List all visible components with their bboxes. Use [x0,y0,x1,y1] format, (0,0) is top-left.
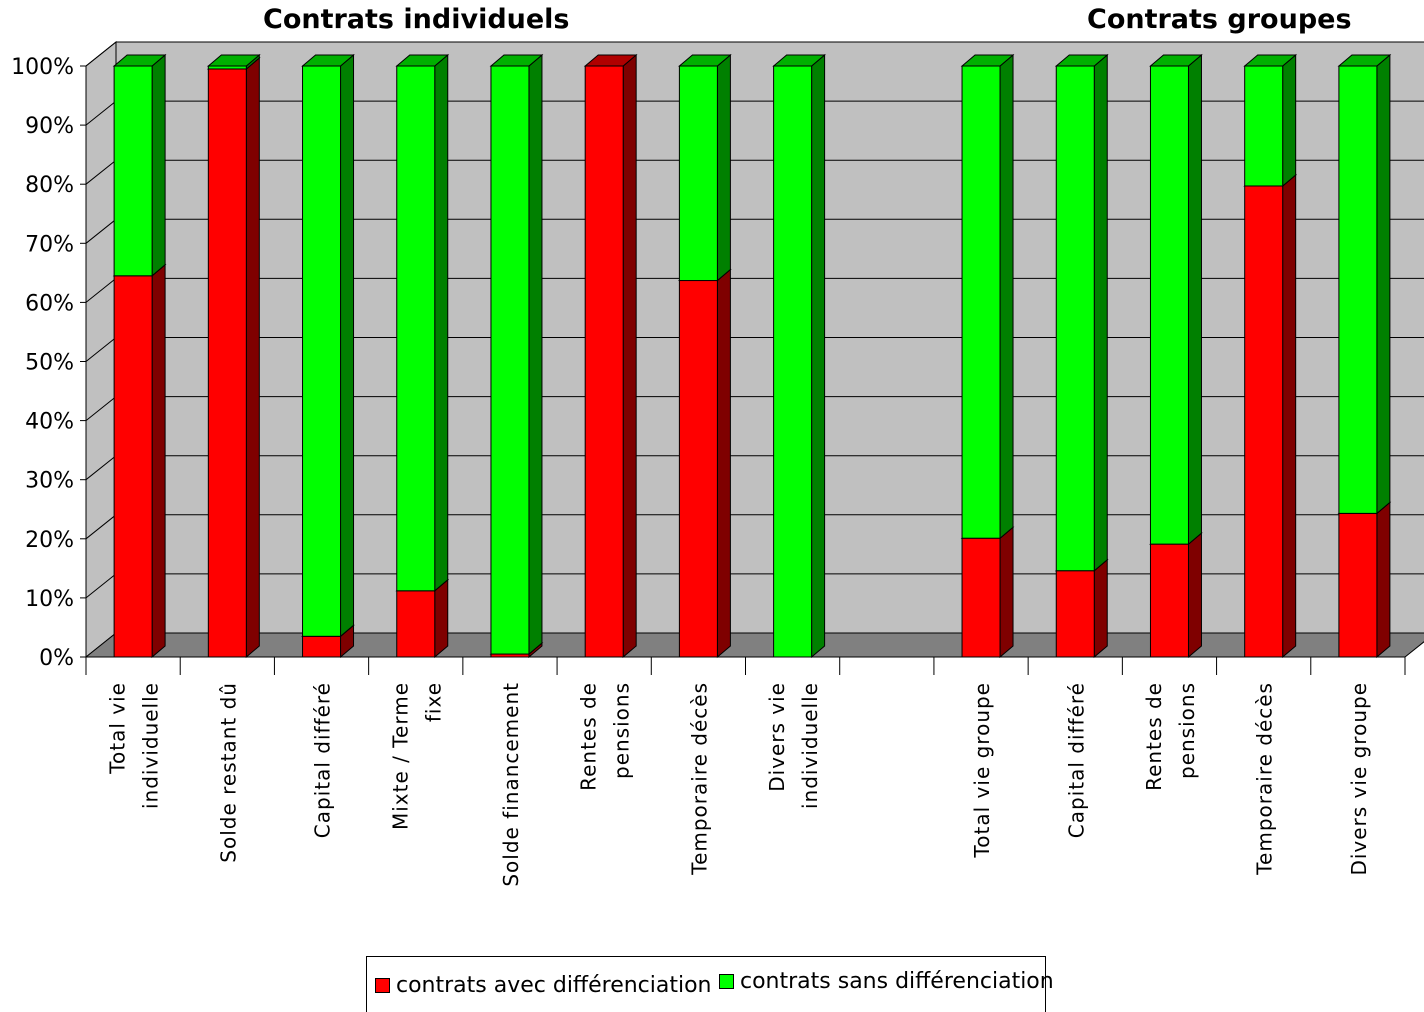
bar-side [716,268,731,659]
legend: contrats avec différenciation contrats s… [366,956,1054,1012]
bar-side [1093,53,1108,572]
bar [490,65,530,655]
bar-side [811,53,826,659]
bar [678,280,718,658]
bar [1338,512,1378,658]
legend-item-without-differentiation: contrats sans différenciation [719,969,1054,994]
bar [961,65,1001,539]
gridline [85,41,1424,67]
bar [302,65,342,637]
y-tick-label: 90% [25,114,74,139]
bar-side [1187,53,1202,546]
bar-side [245,56,260,659]
bar-side [622,53,637,659]
legend-label: contrats avec différenciation [396,973,712,998]
bar [1149,543,1189,658]
x-tick-label: Divers vie groupe [1347,682,1371,876]
x-tick-label: Mixte / Terme [388,682,412,830]
group-title-individual: Contrats individuels [263,4,570,35]
x-tick-label: Solde financement [499,682,523,887]
x-tick-label: Total vie groupe [970,682,994,859]
bar-side [1376,501,1391,659]
bar [396,590,436,658]
bar-side [434,578,449,659]
bar-side [1282,53,1297,188]
bar [1055,570,1095,658]
bar [1244,65,1284,187]
y-tick-label: 100% [11,55,74,80]
y-tick-label: 0% [39,646,74,671]
bar [207,65,247,70]
bar [1338,65,1378,514]
legend-item-with-differentiation: contrats avec différenciation [375,973,712,998]
y-tick-label: 40% [25,410,74,435]
bar-side [1282,173,1297,659]
bar [113,275,153,658]
x-tick-label: Total vie [106,682,130,775]
y-tick-label: 70% [25,232,74,257]
legend-swatch-green [719,974,734,989]
bar [396,65,436,592]
x-tick-label: Solde restant dû [216,682,240,863]
x-tick-label: pensions [610,682,634,779]
bar [773,65,813,658]
bar-side [528,53,543,656]
bar [1244,185,1284,658]
bar-side [340,53,355,638]
floor [84,632,1424,658]
x-tick-label: Capital différé [311,682,335,838]
bar-side [151,53,166,277]
bar [678,65,718,282]
legend-swatch-red [375,978,390,993]
x-tick-label: fixe [421,682,445,722]
bar [207,68,247,658]
x-tick-label: individuelle [139,682,163,809]
bar-side [999,526,1014,659]
bar [302,635,342,658]
bar-side [434,53,449,592]
x-tick-label: individuelle [798,682,822,809]
x-tick-label: Divers vie [765,682,789,792]
y-tick-label: 10% [25,587,74,612]
bar-side [1376,53,1391,515]
bar [1055,65,1095,572]
x-tick-label: Temporaire décès [1253,682,1277,876]
y-tick-label: 80% [25,173,74,198]
bar-side [1187,532,1202,659]
x-tick-label: Capital différé [1064,682,1088,838]
x-tick-label: Temporaire décès [687,682,711,876]
y-tick-label: 60% [25,291,74,316]
bar-side [1093,558,1108,659]
group-title-groups: Contrats groupes [1087,4,1352,35]
bar-side [151,263,166,659]
y-tick-label: 30% [25,469,74,494]
bar [961,537,1001,658]
x-tick-label: Rentes de [577,682,601,791]
bar-side [999,53,1014,540]
bar [1149,65,1189,545]
x-tick-label: pensions [1175,682,1199,779]
bar-side [716,53,731,282]
bar [584,65,624,658]
bar [113,65,153,277]
y-tick-label: 50% [25,351,74,376]
x-tick-label: Rentes de [1142,682,1166,791]
y-tick-label: 20% [25,528,74,553]
legend-label: contrats sans différenciation [740,969,1054,994]
